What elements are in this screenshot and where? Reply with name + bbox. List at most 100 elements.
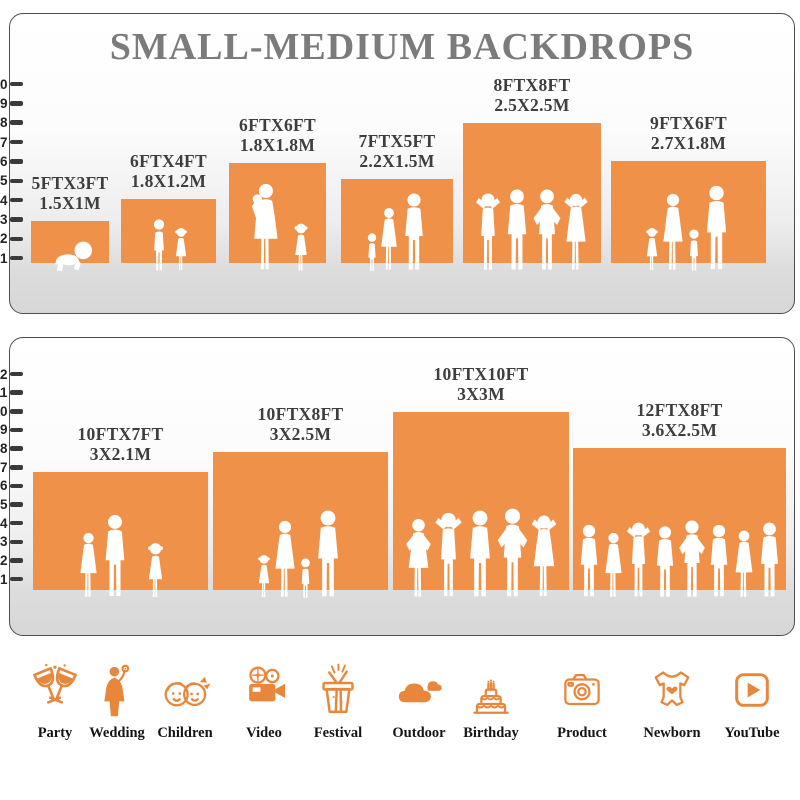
- festival-icon: [310, 660, 366, 718]
- person-silhouette-man: [754, 521, 785, 599]
- backdrop-size-label: 6FTX6FT 1.8X1.8M: [239, 115, 316, 156]
- backdrop-bar: 12FTX8FT 3.6X2.5M: [573, 400, 786, 590]
- person-silhouette-man: [398, 192, 430, 272]
- ruler-tick-mark: [10, 427, 23, 433]
- person-silhouette-man: [500, 188, 534, 272]
- ruler-tick-mark: [10, 120, 23, 125]
- outdoor-icon: [391, 660, 447, 718]
- backdrop-size-label: 10FTX10FT 3X3M: [433, 364, 528, 405]
- backdrop-size-ft: 8FTX8FT: [493, 74, 571, 95]
- ruler-tick-value: 1: [0, 571, 8, 587]
- person-silhouette-baby-crawl: [45, 240, 96, 272]
- backdrop-size-m: 2.5X2.5M: [494, 95, 570, 116]
- wedding-icon: [89, 660, 145, 718]
- backdrop-size-ft: 5FTX3FT: [31, 172, 109, 193]
- backdrop-bar: 9FTX6FT 2.7X1.8M: [611, 113, 766, 263]
- category-item-youtube: YouTube: [704, 660, 800, 742]
- ruler-tick-value: 1: [0, 250, 8, 266]
- backdrop-bar: 8FTX8FT 2.5X2.5M: [463, 75, 601, 263]
- ruler-tick-value: 8: [0, 441, 8, 457]
- backdrop-color-swatch: [213, 452, 388, 590]
- ruler-tick-value: 3: [0, 211, 8, 227]
- category-label: Birthday: [463, 725, 519, 741]
- people-silhouettes: [611, 184, 766, 272]
- backdrop-size-ft: 7FTX5FT: [358, 130, 436, 151]
- backdrop-size-m: 1.8X1.8M: [239, 135, 316, 156]
- ruler-tick: 5: [0, 173, 37, 189]
- backdrop-bar: 6FTX4FT 1.8X1.2M: [121, 151, 216, 263]
- video-icon: [236, 660, 292, 718]
- page-title: SMALL-MEDIUM BACKDROPS: [109, 26, 695, 68]
- product-icon: [554, 660, 610, 718]
- backdrop-color-swatch: [229, 163, 326, 263]
- ruler-tick: 8: [0, 115, 37, 131]
- ruler-tick-value: 5: [0, 497, 8, 513]
- backdrop-size-m: 1.5X1M: [39, 193, 101, 214]
- backdrop-bar: 5FTX3FT 1.5X1M: [31, 173, 109, 263]
- ruler-tick-mark: [10, 81, 23, 87]
- ruler-tick-mark: [10, 483, 23, 489]
- category-label: YouTube: [724, 725, 780, 741]
- ruler-tick-value: 2: [0, 231, 8, 247]
- backdrop-size-label: 9FTX6FT 2.7X1.8M: [650, 113, 727, 154]
- ruler-tick-value: 6: [0, 478, 8, 494]
- ruler-tick: 3: [0, 211, 37, 227]
- ruler-tick-value: 7: [0, 459, 8, 475]
- ruler-tick-value: 9: [0, 95, 8, 111]
- ruler-tick: 9: [0, 95, 37, 111]
- category-item-party: Party: [7, 660, 103, 742]
- ruler-tick: 1: [0, 250, 37, 266]
- backdrop-size-m: 3.6X2.5M: [641, 420, 718, 441]
- category-label: Outdoor: [392, 725, 446, 741]
- people-silhouettes: [393, 507, 569, 599]
- backdrop-size-ft: 6FTX6FT: [239, 114, 316, 135]
- ruler-tick-mark: [10, 520, 23, 526]
- ruler-tick-mark: [10, 159, 23, 164]
- person-silhouette-man-up: [431, 511, 466, 599]
- ruler-tick: 6: [0, 153, 37, 169]
- people-silhouettes: [33, 513, 208, 599]
- category-item-birthday: Birthday: [443, 660, 539, 742]
- backdrop-size-label: 6FTX4FT 1.8X1.2M: [130, 151, 207, 192]
- backdrop-color-swatch: [121, 199, 216, 263]
- ruler-tick: 10: [0, 403, 37, 419]
- person-silhouette-boy: [148, 218, 170, 272]
- backdrop-bar: 10FTX8FT 3X2.5M: [213, 404, 388, 590]
- ruler-tick: 7: [0, 134, 37, 150]
- backdrop-size-ft: 10FTX10FT: [433, 363, 529, 384]
- ruler-tick-value: 4: [0, 192, 8, 208]
- backdrop-size-m: 2.2X1.5M: [359, 151, 435, 172]
- category-label: Party: [37, 725, 73, 741]
- backdrop-size-label: 10FTX7FT 3X2.1M: [77, 424, 163, 465]
- category-item-outdoor: Outdoor: [371, 660, 467, 742]
- ruler-tick-mark: [10, 576, 23, 582]
- ruler-tick-value: 10: [0, 403, 8, 419]
- ruler-tick-mark: [10, 558, 23, 563]
- category-item-product: Product: [534, 660, 630, 742]
- category-label: Product: [557, 725, 607, 741]
- ruler-tick-mark: [10, 139, 23, 145]
- person-silhouette-man: [98, 513, 132, 599]
- category-row: Party Wedding Children Video Festival Outdoor…: [0, 660, 800, 770]
- ruler-tick: 12: [0, 366, 37, 382]
- backdrop-bar: 6FTX6FT 1.8X1.8M: [229, 115, 326, 263]
- ruler-tick: 4: [0, 515, 37, 531]
- ruler-tick-value: 11: [0, 385, 8, 401]
- backdrop-size-m: 2.7X1.8M: [650, 133, 727, 154]
- ruler-tick: 3: [0, 534, 37, 550]
- ruler-tick-value: 10: [0, 76, 8, 92]
- ruler-tick-mark: [10, 236, 23, 242]
- category-label: Wedding: [89, 725, 145, 741]
- backdrop-bar: 7FTX5FT 2.2X1.5M: [341, 131, 453, 263]
- ruler-tick-mark: [10, 217, 23, 222]
- ruler-tick-mark: [10, 255, 23, 261]
- backdrop-color-swatch: [393, 412, 569, 590]
- people-silhouettes: [463, 188, 601, 272]
- backdrop-color-swatch: [573, 448, 786, 590]
- ruler-tick-mark: [10, 409, 23, 414]
- ruler-tick: 8: [0, 441, 37, 457]
- person-silhouette-man: [699, 184, 734, 272]
- category-item-video: Video: [216, 660, 312, 742]
- category-item-festival: Festival: [290, 660, 386, 742]
- ruler-tick-value: 8: [0, 115, 8, 131]
